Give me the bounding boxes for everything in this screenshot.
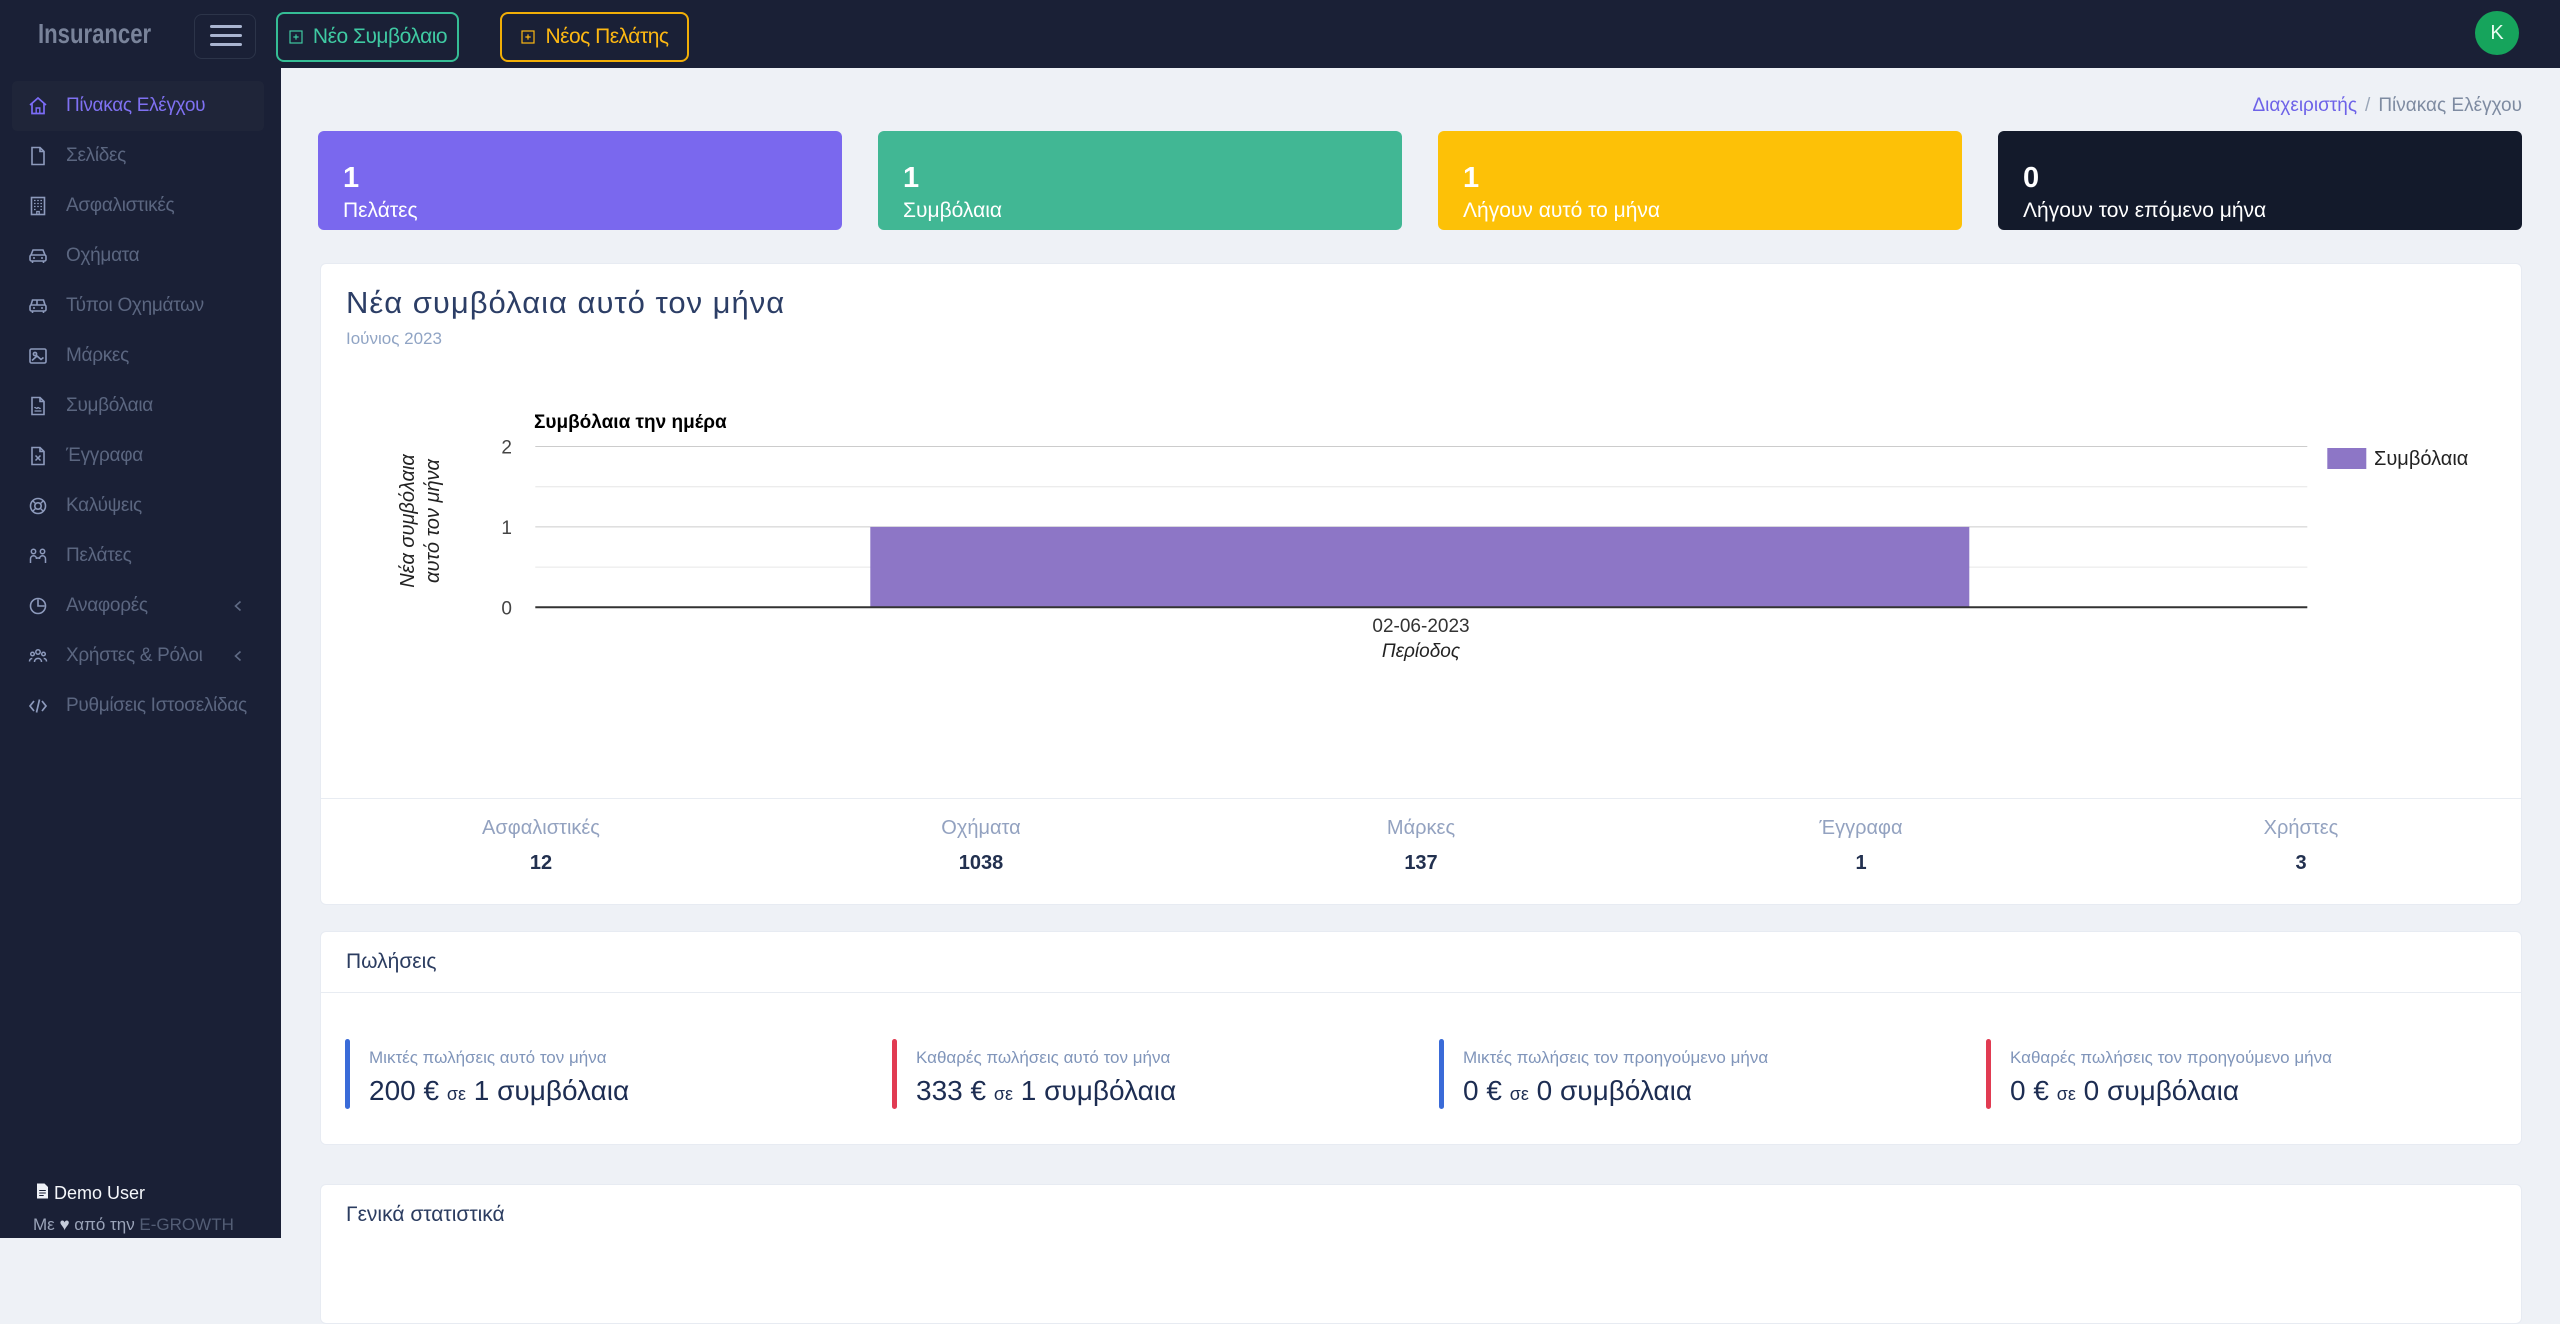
svg-text:1: 1	[501, 518, 512, 539]
svg-text:Νέα συμβόλαια: Νέα συμβόλαια	[397, 454, 419, 588]
svg-text:Συμβόλαια: Συμβόλαια	[2374, 448, 2468, 470]
svg-text:0: 0	[501, 598, 512, 619]
svg-text:αυτό τον μήνα: αυτό τον μήνα	[422, 458, 444, 583]
svg-text:Συμβόλαια την ημέρα: Συμβόλαια την ημέρα	[534, 412, 727, 433]
svg-text:02-06-2023: 02-06-2023	[1372, 616, 1469, 637]
svg-text:2: 2	[501, 438, 512, 459]
svg-text:Περίοδος: Περίοδος	[1382, 641, 1461, 662]
